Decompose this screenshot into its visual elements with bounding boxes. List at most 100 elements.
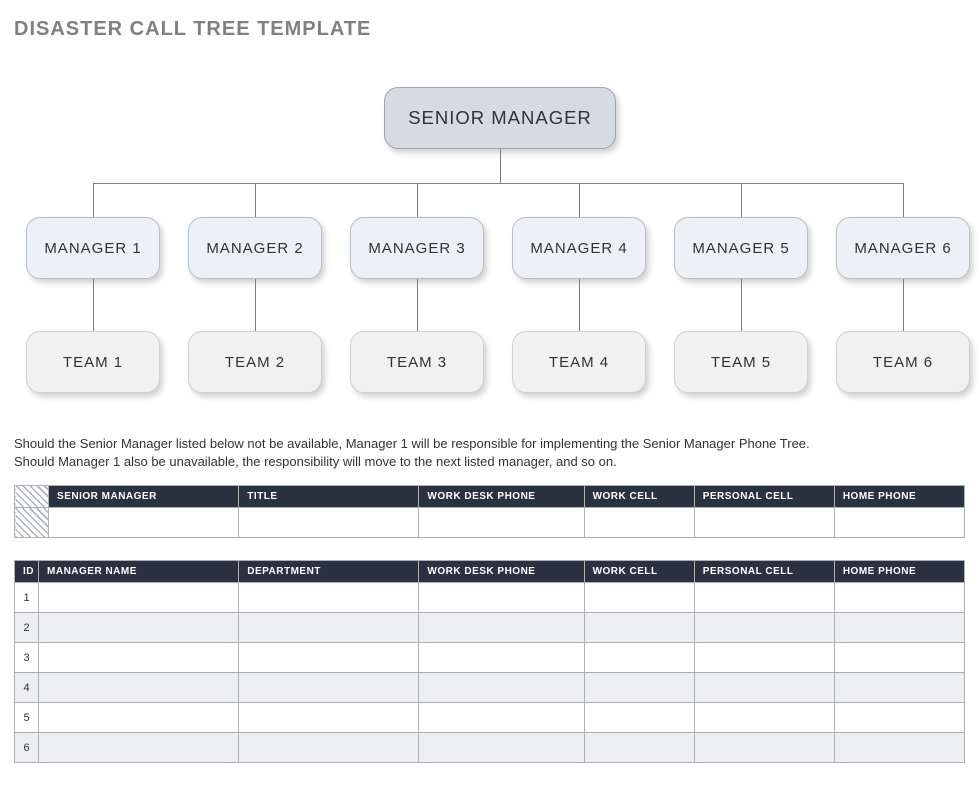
table2-cell	[239, 703, 419, 733]
table2-header-0: ID	[15, 561, 39, 583]
tree-connector	[741, 183, 742, 217]
table1-row-hatch	[15, 508, 49, 538]
table2-cell	[39, 703, 239, 733]
table2-cell	[419, 583, 584, 613]
table2-cell	[584, 643, 694, 673]
table1-header-3: WORK DESK PHONE	[419, 486, 584, 508]
table-row	[15, 508, 965, 538]
table-row: 1	[15, 583, 965, 613]
table2-cell	[419, 643, 584, 673]
table2-header-1: MANAGER NAME	[39, 561, 239, 583]
table2-cell	[239, 643, 419, 673]
table2-header-4: WORK CELL	[584, 561, 694, 583]
call-tree-diagram: SENIOR MANAGER MANAGER 1 TEAM 1 MANAGER 2 TE…	[14, 65, 964, 395]
description-line-2: Should Manager 1 also be unavailable, th…	[14, 453, 965, 471]
table2-cell	[834, 643, 964, 673]
table2-id-cell: 5	[15, 703, 39, 733]
tree-connector	[579, 183, 580, 217]
table1-cell	[694, 508, 834, 538]
tree-node-team-6: TEAM 6	[836, 331, 970, 393]
table2-cell	[584, 703, 694, 733]
tree-node-team-2: TEAM 2	[188, 331, 322, 393]
tree-connector	[255, 183, 256, 217]
table2-cell	[419, 703, 584, 733]
tree-node-manager-1: MANAGER 1	[26, 217, 160, 279]
tree-connector	[93, 183, 903, 184]
table1-header-4: WORK CELL	[584, 486, 694, 508]
table2-cell	[834, 673, 964, 703]
tree-connector	[255, 279, 256, 331]
description-text: Should the Senior Manager listed below n…	[14, 435, 965, 471]
table2-cell	[584, 673, 694, 703]
senior-manager-table: SENIOR MANAGERTITLEWORK DESK PHONEWORK C…	[14, 485, 965, 538]
tree-node-team-1: TEAM 1	[26, 331, 160, 393]
table2-cell	[419, 613, 584, 643]
table2-cell	[239, 673, 419, 703]
table2-cell	[239, 583, 419, 613]
table2-cell	[834, 613, 964, 643]
table-row: 5	[15, 703, 965, 733]
table2-cell	[694, 583, 834, 613]
table2-cell	[239, 613, 419, 643]
table2-header-2: DEPARTMENT	[239, 561, 419, 583]
tree-node-senior-manager: SENIOR MANAGER	[384, 87, 616, 149]
table2-cell	[584, 733, 694, 763]
tree-node-manager-4: MANAGER 4	[512, 217, 646, 279]
table-row: 6	[15, 733, 965, 763]
table2-cell	[694, 703, 834, 733]
table1-header-1: SENIOR MANAGER	[49, 486, 239, 508]
table1-cell	[584, 508, 694, 538]
table1-cell	[419, 508, 584, 538]
tree-node-manager-3: MANAGER 3	[350, 217, 484, 279]
tree-connector	[579, 279, 580, 331]
table1-cell	[239, 508, 419, 538]
table2-cell	[419, 733, 584, 763]
table2-cell	[694, 733, 834, 763]
table2-cell	[39, 613, 239, 643]
page-title: DISASTER CALL TREE TEMPLATE	[14, 18, 965, 41]
table2-cell	[584, 613, 694, 643]
table1-header-2: TITLE	[239, 486, 419, 508]
tree-connector	[93, 183, 94, 217]
table2-cell	[39, 733, 239, 763]
table2-header-3: WORK DESK PHONE	[419, 561, 584, 583]
table2-cell	[694, 673, 834, 703]
table-row: 3	[15, 643, 965, 673]
table2-id-cell: 4	[15, 673, 39, 703]
tree-connector	[500, 149, 501, 183]
table1-cell	[834, 508, 964, 538]
table2-cell	[584, 583, 694, 613]
table2-cell	[834, 733, 964, 763]
table1-header-6: HOME PHONE	[834, 486, 964, 508]
table-row: 2	[15, 613, 965, 643]
table2-id-cell: 2	[15, 613, 39, 643]
table2-id-cell: 1	[15, 583, 39, 613]
tree-node-team-5: TEAM 5	[674, 331, 808, 393]
table2-cell	[694, 643, 834, 673]
description-line-1: Should the Senior Manager listed below n…	[14, 435, 965, 453]
tree-connector	[903, 183, 904, 217]
table2-cell	[39, 673, 239, 703]
tree-node-team-3: TEAM 3	[350, 331, 484, 393]
tree-connector	[741, 279, 742, 331]
tree-connector	[903, 279, 904, 331]
table2-cell	[834, 703, 964, 733]
table2-cell	[239, 733, 419, 763]
tree-node-manager-5: MANAGER 5	[674, 217, 808, 279]
table1-header-0	[15, 486, 49, 508]
tree-connector	[417, 279, 418, 331]
table1-header-5: PERSONAL CELL	[694, 486, 834, 508]
table-row: 4	[15, 673, 965, 703]
tree-connector	[93, 279, 94, 331]
tree-node-manager-2: MANAGER 2	[188, 217, 322, 279]
table2-cell	[694, 613, 834, 643]
managers-table: IDMANAGER NAMEDEPARTMENTWORK DESK PHONEW…	[14, 560, 965, 763]
table2-cell	[39, 643, 239, 673]
table1-cell	[49, 508, 239, 538]
table2-header-6: HOME PHONE	[834, 561, 964, 583]
tree-connector	[417, 183, 418, 217]
table2-id-cell: 6	[15, 733, 39, 763]
table2-cell	[39, 583, 239, 613]
table2-id-cell: 3	[15, 643, 39, 673]
tree-node-team-4: TEAM 4	[512, 331, 646, 393]
